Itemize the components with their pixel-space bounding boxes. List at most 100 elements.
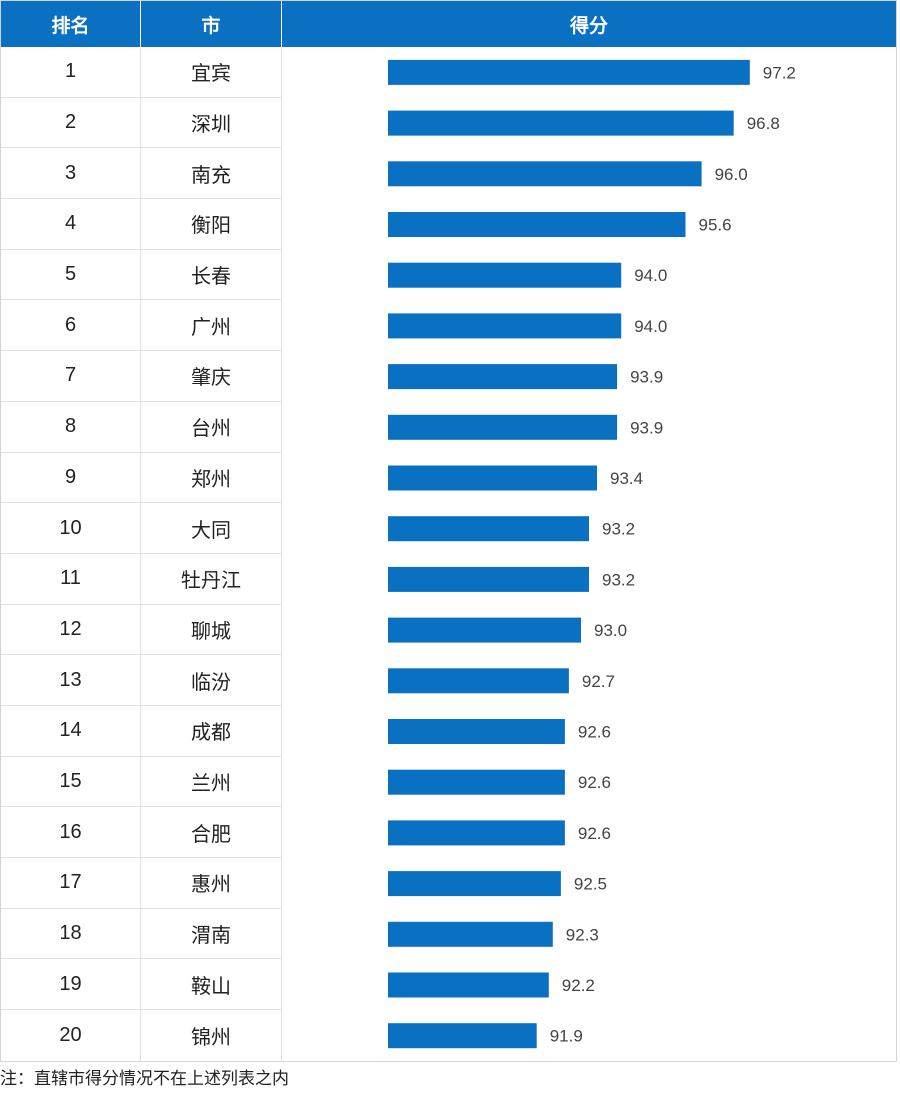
score-label: 91.9 — [550, 1027, 583, 1046]
rank-cell: 1 — [1, 47, 141, 97]
table-row: 17 惠州 — [1, 858, 282, 909]
score-label: 93.2 — [602, 570, 635, 589]
table-row: 20 锦州 — [1, 1010, 282, 1061]
city-cell: 长春 — [141, 249, 282, 300]
rank-cell: 8 — [1, 401, 141, 452]
table-row: 18 渭南 — [1, 908, 282, 960]
score-bar — [388, 972, 549, 998]
rank-cell: 14 — [1, 705, 141, 756]
city-cell: 牡丹江 — [141, 553, 282, 604]
score-label: 92.5 — [574, 875, 607, 894]
rank-cell: 20 — [1, 1010, 141, 1061]
city-cell: 合肥 — [141, 807, 282, 857]
city-cell: 广州 — [141, 300, 282, 351]
rank-cell: 5 — [1, 249, 141, 300]
city-cell: 渭南 — [141, 908, 282, 959]
rank-cell: 3 — [1, 148, 141, 199]
score-label: 92.6 — [578, 773, 611, 792]
rank-cell: 6 — [1, 300, 141, 351]
rank-cell: 10 — [1, 503, 141, 553]
score-chart: 97.2 96.8 96.0 95.6 94.0 94.0 93.9 93.9 93.4 93.2… — [282, 47, 897, 1061]
score-bar — [388, 212, 686, 237]
rank-cell: 12 — [1, 604, 141, 655]
table-row: 8 台州 — [1, 401, 282, 453]
score-label: 94.0 — [634, 266, 667, 285]
table-row: 4 衡阳 — [1, 199, 282, 250]
rank-cell: 19 — [1, 959, 141, 1010]
rank-city-columns: 1 宜宾 2 深圳 3 南充 4 衡阳 5 长春 6 广州 7 肇庆 8 台州 9 郑州 10 大同 11 牡丹江 12 聊城… — [1, 47, 282, 1061]
rank-cell: 7 — [1, 351, 141, 401]
rank-cell: 15 — [1, 756, 141, 807]
rank-cell: 17 — [1, 858, 141, 908]
city-cell: 兰州 — [141, 756, 282, 807]
rank-cell: 9 — [1, 452, 141, 503]
rank-cell: 2 — [1, 97, 141, 148]
header-city: 市 — [141, 1, 282, 47]
ranking-table: 排名 市 得分 1 宜宾 2 深圳 3 南充 4 衡阳 5 长春 6 广州 7 肇庆 8 台州 9 郑州 10 大同 1… — [0, 0, 897, 1062]
score-bar-chart: 97.2 96.8 96.0 95.6 94.0 94.0 93.9 93.9 93.4 93.2… — [388, 59, 796, 1049]
score-bar — [388, 820, 565, 846]
table-row: 16 合肥 — [1, 807, 282, 858]
table-row: 14 成都 — [1, 705, 282, 757]
rank-cell: 18 — [1, 908, 141, 959]
score-bar — [388, 516, 589, 542]
city-cell: 惠州 — [141, 858, 282, 908]
score-bar — [388, 769, 565, 795]
table-row: 3 南充 — [1, 148, 282, 200]
score-label: 92.3 — [566, 925, 599, 944]
city-cell: 肇庆 — [141, 351, 282, 401]
table-row: 19 鞍山 — [1, 959, 282, 1011]
rank-cell: 4 — [1, 199, 141, 249]
table-body: 1 宜宾 2 深圳 3 南充 4 衡阳 5 长春 6 广州 7 肇庆 8 台州 9 郑州 10 大同 11 牡丹江 12 聊城… — [1, 47, 896, 1061]
city-cell: 临汾 — [141, 655, 282, 705]
score-label: 96.8 — [747, 114, 780, 133]
table-row: 7 肇庆 — [1, 351, 282, 402]
city-cell: 成都 — [141, 705, 282, 756]
score-label: 92.2 — [562, 976, 595, 995]
score-label: 97.2 — [763, 63, 796, 82]
city-cell: 大同 — [141, 503, 282, 553]
city-cell: 台州 — [141, 401, 282, 452]
score-label: 92.6 — [578, 723, 611, 742]
rank-cell: 16 — [1, 807, 141, 857]
rank-cell: 11 — [1, 553, 141, 604]
rank-cell: 13 — [1, 655, 141, 705]
score-bar — [388, 364, 618, 390]
score-bar — [388, 1023, 537, 1049]
city-cell: 衡阳 — [141, 199, 282, 249]
score-bar — [388, 414, 618, 440]
city-cell: 鞍山 — [141, 959, 282, 1010]
score-bar — [388, 719, 565, 744]
table-row: 10 大同 — [1, 503, 282, 554]
table-row: 6 广州 — [1, 300, 282, 352]
score-label: 93.4 — [610, 469, 643, 488]
score-label: 92.6 — [578, 824, 611, 843]
score-bar — [388, 668, 569, 694]
table-row: 11 牡丹江 — [1, 553, 282, 605]
score-label: 93.0 — [594, 621, 627, 640]
score-label: 93.9 — [630, 418, 663, 437]
city-cell: 郑州 — [141, 452, 282, 503]
city-cell: 锦州 — [141, 1010, 282, 1061]
score-label: 93.9 — [630, 368, 663, 387]
table-row: 13 临汾 — [1, 655, 282, 706]
city-cell: 南充 — [141, 148, 282, 199]
score-bar — [388, 262, 622, 288]
table-row: 12 聊城 — [1, 604, 282, 656]
city-cell: 宜宾 — [141, 47, 282, 97]
score-bar — [388, 161, 702, 187]
table-row: 15 兰州 — [1, 756, 282, 808]
score-label: 96.0 — [715, 165, 748, 184]
score-bar — [388, 313, 622, 339]
score-label: 92.7 — [582, 672, 615, 691]
score-bar — [388, 566, 589, 592]
score-bar — [388, 110, 734, 136]
score-bar — [388, 465, 597, 491]
table-header: 排名 市 得分 — [1, 1, 896, 47]
header-score: 得分 — [569, 15, 608, 37]
score-label: 94.0 — [634, 317, 667, 336]
table-row: 5 长春 — [1, 249, 282, 301]
score-bar — [388, 921, 553, 947]
footnote: 注：直辖市得分情况不在上述列表之内 — [0, 1069, 289, 1088]
city-cell: 聊城 — [141, 604, 282, 655]
